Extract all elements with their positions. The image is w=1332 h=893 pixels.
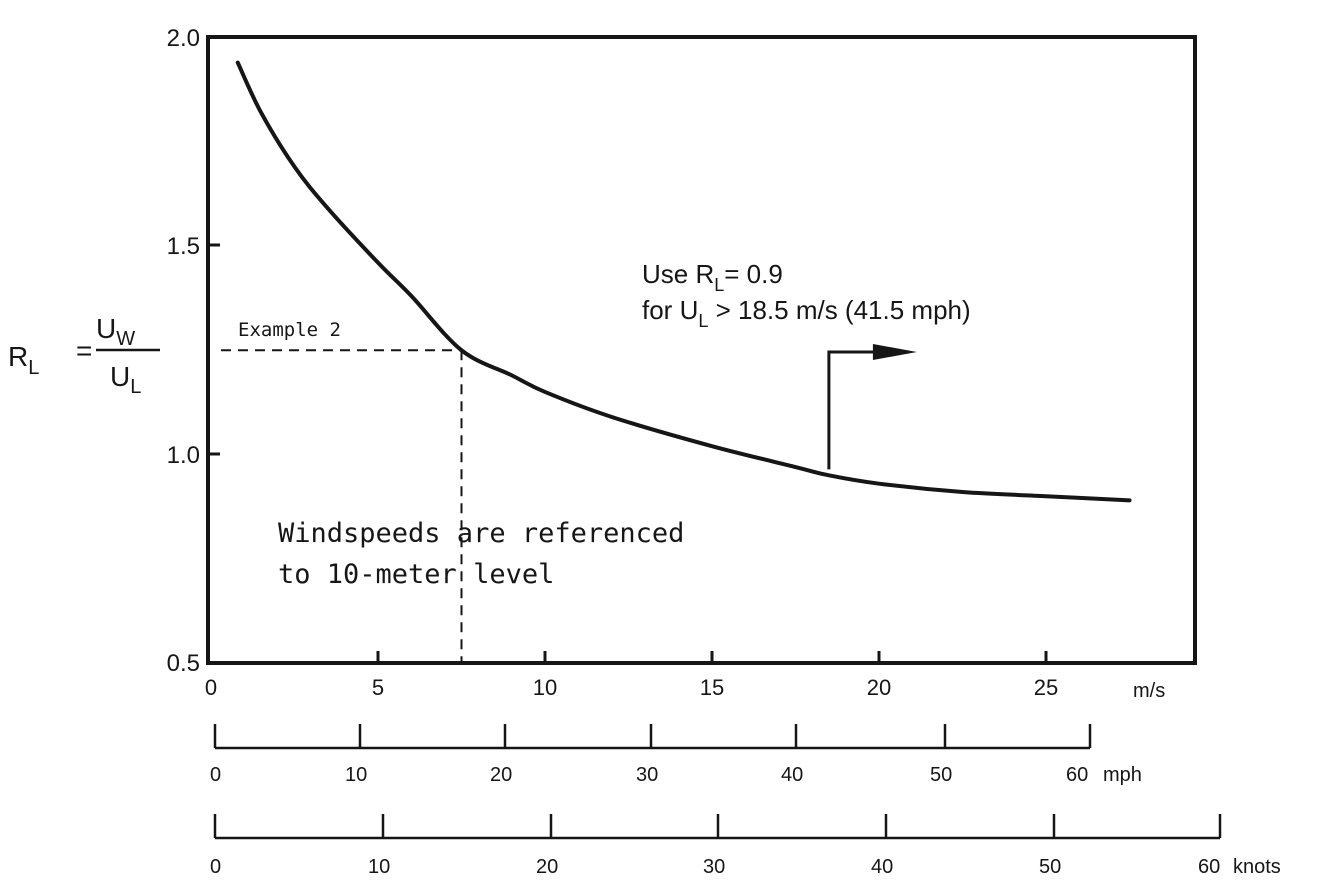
callout-arrow	[827, 344, 917, 470]
knots-axis-ticks	[213, 814, 1222, 838]
x-tick-label: 10	[533, 675, 557, 700]
y-label-equals: =	[76, 335, 92, 366]
reference-note: Windspeeds are referenced to 10-meter le…	[278, 518, 684, 590]
reference-note-line-2: to 10-meter level	[278, 559, 554, 590]
mph-tick-label: 60	[1066, 764, 1088, 786]
callout-line-1: Use RL= 0.9	[642, 259, 783, 295]
x-tick-label: 25	[1034, 675, 1058, 700]
knots-tick-label: 40	[871, 856, 893, 878]
y-label-lhs: RL	[8, 341, 39, 379]
y-tick-label: 0.5	[167, 650, 200, 677]
x-unit-label: m/s	[1133, 680, 1165, 702]
example-guide: Example 2	[221, 319, 463, 663]
mph-tick-label: 20	[490, 764, 512, 786]
knots-tick-label: 20	[536, 856, 558, 878]
mph-tick-label: 40	[781, 764, 803, 786]
plot-frame	[206, 35, 1197, 665]
x-tick-label: 5	[372, 675, 384, 700]
reference-note-line-1: Windspeeds are referenced	[278, 518, 684, 549]
mph-axis-ticks	[213, 724, 1092, 748]
callout-arrow-head	[872, 344, 917, 360]
y-label-denominator: UL	[110, 361, 141, 398]
knots-tick-label: 30	[703, 856, 725, 878]
mph-axis: 0 10 20 30 40 50 60 mph	[210, 724, 1142, 786]
knots-tick-label: 10	[368, 856, 390, 878]
x-tick-label: 15	[700, 675, 724, 700]
y-tick-label: 1.0	[167, 442, 200, 469]
x-tick-label: 0	[205, 675, 217, 700]
mph-tick-label: 10	[345, 764, 367, 786]
x-tick-label: 20	[867, 675, 891, 700]
mph-tick-label: 50	[930, 764, 952, 786]
series-line	[235, 60, 1132, 503]
mph-tick-label: 30	[636, 764, 658, 786]
y-tick-labels: 2.0 1.5 1.0 0.5	[167, 25, 200, 677]
callout-line-2: for UL > 18.5 m/s (41.5 mph)	[642, 295, 971, 331]
y-tick-label: 2.0	[167, 25, 200, 52]
knots-unit-label: knots	[1233, 856, 1281, 878]
callout-note: Use RL= 0.9 for UL > 18.5 m/s (41.5 mph)	[642, 259, 971, 331]
callout-arrow-line	[827, 350, 877, 470]
mph-unit-label: mph	[1103, 764, 1142, 786]
x-tick-marks	[376, 651, 1048, 663]
mph-tick-label: 0	[210, 764, 221, 786]
knots-tick-label: 60	[1198, 856, 1220, 878]
y-axis-label: RL = UW UL	[8, 313, 160, 398]
knots-tick-label: 50	[1039, 856, 1061, 878]
knots-tick-label: 0	[210, 856, 221, 878]
y-tick-marks	[208, 243, 220, 456]
x-tick-labels: 0 5 10 15 20 25	[205, 675, 1058, 700]
y-tick-label: 1.5	[167, 233, 200, 260]
knots-axis: 0 10 20 30 40 50 60 knots	[210, 814, 1281, 878]
example-label: Example 2	[238, 319, 341, 341]
y-label-numerator: UW	[96, 313, 135, 350]
